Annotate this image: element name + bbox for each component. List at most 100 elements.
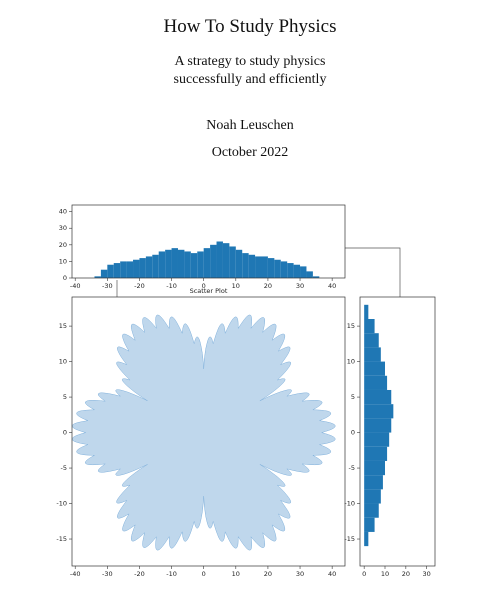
bar (364, 304, 369, 320)
bar (222, 243, 230, 278)
axes-frame (71, 204, 346, 279)
x-tick-label: 40 (328, 570, 336, 578)
bar (364, 432, 390, 447)
bar (364, 503, 379, 518)
y-tick-label: 20 (59, 241, 67, 249)
x-tick-label: 0 (202, 282, 206, 290)
x-tick-label: -20 (134, 570, 145, 578)
bar (364, 389, 392, 405)
y-tick-label: -15 (56, 535, 67, 543)
bar (171, 248, 178, 278)
y-tick-label: 10 (347, 358, 355, 366)
bar (364, 489, 381, 504)
bar (94, 276, 101, 278)
y-tick-label: 0 (351, 429, 355, 437)
x-tick-label: -40 (70, 282, 81, 290)
bar (364, 333, 379, 348)
bar (139, 258, 146, 278)
bar (235, 249, 243, 278)
bar (364, 531, 369, 547)
x-tick-label: -30 (102, 570, 113, 578)
bar (177, 249, 185, 278)
y-tick-label: -10 (344, 500, 355, 508)
bar (133, 259, 140, 278)
x-tick-label: 30 (296, 570, 304, 578)
bar (248, 254, 256, 278)
title: How To Study Physics (163, 16, 336, 37)
bar (287, 263, 294, 278)
y-tick-label: 30 (59, 224, 67, 232)
y-tick-label: 0 (63, 429, 67, 437)
bar (267, 258, 275, 278)
axes-frame (71, 296, 346, 567)
subtitle: successfully and efficiently (174, 72, 327, 87)
y-tick-label: 10 (59, 257, 67, 265)
x-tick-label: -30 (102, 282, 113, 290)
bar (216, 241, 223, 278)
bar (184, 251, 191, 278)
subtitle: A strategy to study physics (175, 54, 326, 69)
bar (107, 264, 114, 278)
x-tick-label: 40 (328, 282, 336, 290)
bar (364, 418, 392, 433)
bar (306, 271, 313, 278)
y-tick-label: 5 (63, 393, 67, 401)
bar (165, 249, 172, 278)
bar (364, 347, 381, 362)
bar (255, 256, 262, 278)
bar (113, 263, 121, 278)
bar (229, 246, 236, 278)
y-tick-label: 15 (59, 322, 67, 330)
y-tick-label: 40 (59, 208, 67, 216)
y-tick-label: 15 (347, 322, 355, 330)
bar (126, 261, 134, 278)
bar (300, 266, 307, 278)
y-tick-label: -5 (61, 464, 67, 472)
y-tick-label: -10 (56, 500, 67, 508)
bar (280, 261, 288, 278)
y-tick-label: 0 (63, 274, 67, 282)
chart-title: Scatter Plot (190, 287, 228, 295)
bar (120, 261, 127, 278)
bar (190, 253, 198, 278)
bar (364, 361, 385, 376)
bar (364, 375, 388, 390)
date: October 2022 (212, 145, 289, 160)
bar (364, 517, 375, 532)
y-tick-label: 5 (351, 393, 355, 401)
x-tick-label: -10 (166, 282, 177, 290)
x-tick-label: 20 (264, 570, 272, 578)
bar (100, 269, 108, 278)
bar (364, 475, 383, 490)
x-tick-label: 10 (232, 570, 240, 578)
x-tick-label: 30 (296, 282, 304, 290)
bar (145, 256, 153, 278)
x-tick-label: 10 (232, 282, 240, 290)
bar (152, 254, 159, 278)
bar (210, 244, 217, 278)
bar (293, 264, 301, 278)
x-tick-label: -20 (134, 282, 145, 290)
connector (345, 247, 401, 297)
bar (242, 253, 249, 278)
x-tick-label: 30 (423, 570, 431, 578)
x-tick-label: 0 (202, 570, 206, 578)
y-tick-label: -15 (344, 535, 355, 543)
bar (364, 319, 375, 334)
author: Noah Leuschen (206, 118, 293, 133)
bar (364, 446, 388, 461)
x-tick-label: 20 (402, 570, 410, 578)
bar (203, 248, 211, 278)
bar (274, 259, 281, 278)
x-tick-label: -40 (70, 570, 81, 578)
x-tick-label: 10 (381, 570, 389, 578)
x-tick-label: 20 (264, 282, 272, 290)
bar (312, 276, 320, 278)
point-cloud (71, 314, 336, 551)
bar (158, 251, 166, 278)
y-tick-label: -5 (349, 464, 355, 472)
bar (364, 460, 385, 476)
x-tick-label: 0 (362, 570, 366, 578)
bar (364, 404, 394, 419)
